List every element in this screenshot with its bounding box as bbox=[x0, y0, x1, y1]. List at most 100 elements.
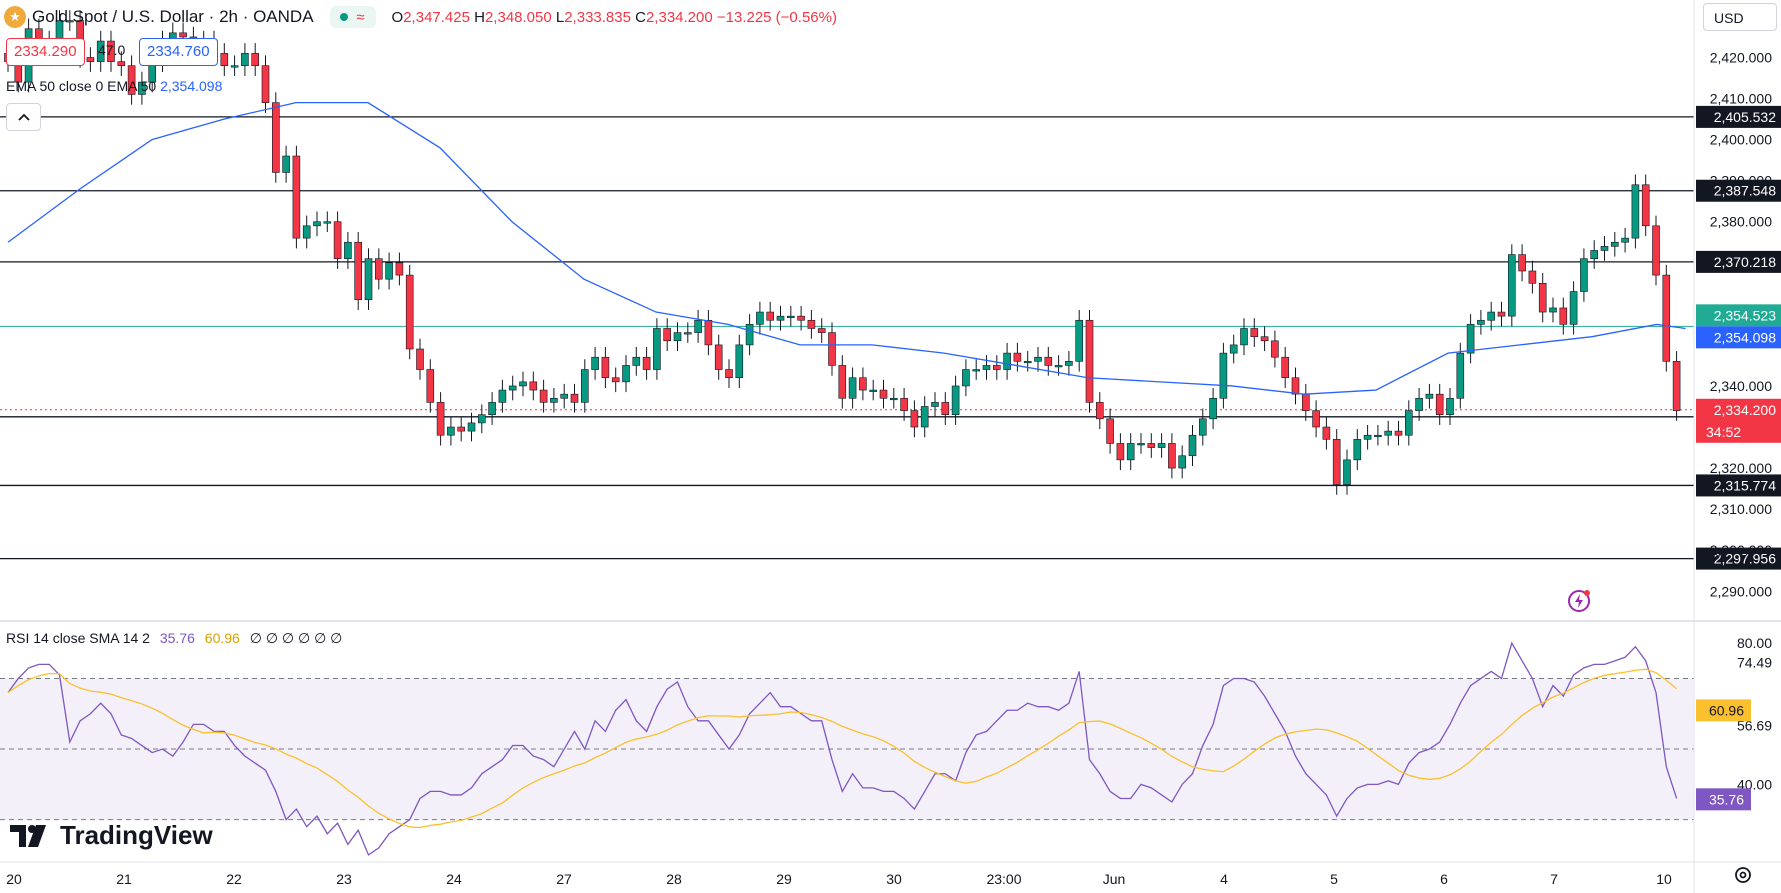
candle[interactable] bbox=[859, 367, 867, 401]
rsi-pane[interactable] bbox=[0, 641, 1694, 856]
rsi-sma-line[interactable] bbox=[7, 668, 1678, 829]
candle[interactable] bbox=[1631, 174, 1640, 249]
candle[interactable] bbox=[271, 92, 280, 183]
candle[interactable] bbox=[807, 310, 816, 339]
candle[interactable] bbox=[1013, 342, 1022, 372]
candle[interactable] bbox=[1477, 310, 1485, 335]
candle[interactable] bbox=[261, 55, 270, 113]
candle[interactable] bbox=[756, 301, 764, 335]
candle[interactable] bbox=[385, 252, 393, 290]
candle[interactable] bbox=[477, 404, 486, 434]
candle[interactable] bbox=[1250, 318, 1259, 347]
candle[interactable] bbox=[1199, 408, 1207, 446]
candle[interactable] bbox=[1415, 388, 1423, 421]
candle[interactable] bbox=[1003, 342, 1011, 380]
candle[interactable] bbox=[776, 305, 785, 331]
candle[interactable] bbox=[1147, 433, 1156, 458]
market-status[interactable]: ≈ bbox=[329, 6, 376, 28]
candle[interactable] bbox=[879, 379, 888, 409]
candle[interactable] bbox=[1240, 318, 1248, 356]
candle[interactable] bbox=[725, 359, 733, 389]
candle[interactable] bbox=[1549, 297, 1557, 323]
candle[interactable] bbox=[1281, 346, 1289, 389]
candle[interactable] bbox=[673, 322, 682, 352]
candle[interactable] bbox=[127, 55, 136, 105]
candle[interactable] bbox=[1219, 342, 1228, 409]
candle[interactable] bbox=[1034, 346, 1042, 372]
candle[interactable] bbox=[601, 346, 610, 389]
candle[interactable] bbox=[416, 338, 424, 380]
candle[interactable] bbox=[797, 305, 805, 331]
candle[interactable] bbox=[447, 416, 455, 446]
candle[interactable] bbox=[1178, 445, 1186, 479]
candle[interactable] bbox=[251, 43, 259, 76]
candle[interactable] bbox=[508, 375, 517, 401]
candle[interactable] bbox=[374, 248, 383, 290]
candle[interactable] bbox=[992, 355, 1001, 380]
candle[interactable] bbox=[1569, 281, 1578, 335]
candle[interactable] bbox=[962, 359, 970, 397]
candle[interactable] bbox=[86, 47, 95, 72]
candle[interactable] bbox=[1456, 342, 1465, 409]
tradingview-logo[interactable]: TradingView bbox=[10, 820, 213, 851]
candle[interactable] bbox=[1291, 367, 1300, 405]
candle[interactable] bbox=[1497, 301, 1506, 327]
candle[interactable] bbox=[900, 388, 908, 421]
candle[interactable] bbox=[1590, 240, 1598, 269]
candle[interactable] bbox=[66, 10, 74, 31]
candle[interactable] bbox=[1023, 351, 1032, 372]
candle[interactable] bbox=[1260, 326, 1269, 352]
candle[interactable] bbox=[632, 346, 641, 376]
candle[interactable] bbox=[1188, 424, 1197, 467]
candle[interactable] bbox=[622, 355, 630, 393]
candle[interactable] bbox=[1538, 273, 1547, 323]
candle[interactable] bbox=[1137, 433, 1145, 454]
candle[interactable] bbox=[714, 334, 723, 380]
price-pane[interactable] bbox=[0, 0, 1694, 620]
candle[interactable] bbox=[1085, 310, 1094, 413]
candle[interactable] bbox=[683, 322, 692, 343]
candle[interactable] bbox=[951, 375, 960, 425]
candle[interactable] bbox=[580, 359, 589, 413]
candle[interactable] bbox=[220, 43, 229, 76]
candle[interactable] bbox=[302, 215, 311, 249]
ema-line[interactable] bbox=[7, 101, 1686, 395]
rsi-line[interactable] bbox=[7, 641, 1678, 856]
candle[interactable] bbox=[1322, 416, 1331, 450]
candle[interactable] bbox=[828, 322, 836, 376]
candle[interactable] bbox=[1363, 424, 1372, 450]
candle[interactable] bbox=[642, 346, 651, 380]
candle[interactable] bbox=[1405, 400, 1413, 446]
candle[interactable] bbox=[1600, 236, 1609, 261]
candle[interactable] bbox=[920, 396, 929, 438]
candle[interactable] bbox=[1435, 383, 1444, 425]
candle[interactable] bbox=[786, 305, 795, 327]
candle[interactable] bbox=[1126, 433, 1135, 471]
candle[interactable] bbox=[591, 346, 599, 380]
candle[interactable] bbox=[1662, 264, 1671, 372]
candle[interactable] bbox=[611, 367, 620, 393]
candle[interactable] bbox=[663, 318, 672, 352]
candle[interactable] bbox=[313, 211, 321, 237]
candle[interactable] bbox=[1343, 449, 1351, 495]
candle[interactable] bbox=[972, 359, 981, 380]
gear-icon[interactable] bbox=[1732, 864, 1754, 886]
candle[interactable] bbox=[1446, 388, 1454, 425]
candle[interactable] bbox=[1508, 244, 1516, 327]
collapse-legend-button[interactable] bbox=[6, 103, 41, 131]
candle[interactable] bbox=[653, 318, 661, 380]
candle[interactable] bbox=[138, 71, 146, 105]
candle[interactable] bbox=[704, 310, 713, 356]
candle[interactable] bbox=[467, 412, 476, 442]
symbol-title[interactable]: Gold Spot / U.S. Dollar · 2h · OANDA bbox=[32, 7, 314, 26]
candle[interactable] bbox=[838, 355, 847, 409]
candle[interactable] bbox=[405, 264, 414, 360]
candle[interactable] bbox=[344, 231, 352, 269]
candle[interactable] bbox=[941, 392, 950, 425]
candle[interactable] bbox=[539, 379, 548, 413]
candle[interactable] bbox=[1106, 408, 1114, 454]
flash-icon[interactable] bbox=[1566, 588, 1592, 614]
candle[interactable] bbox=[1621, 227, 1629, 253]
candle[interactable] bbox=[292, 145, 301, 249]
